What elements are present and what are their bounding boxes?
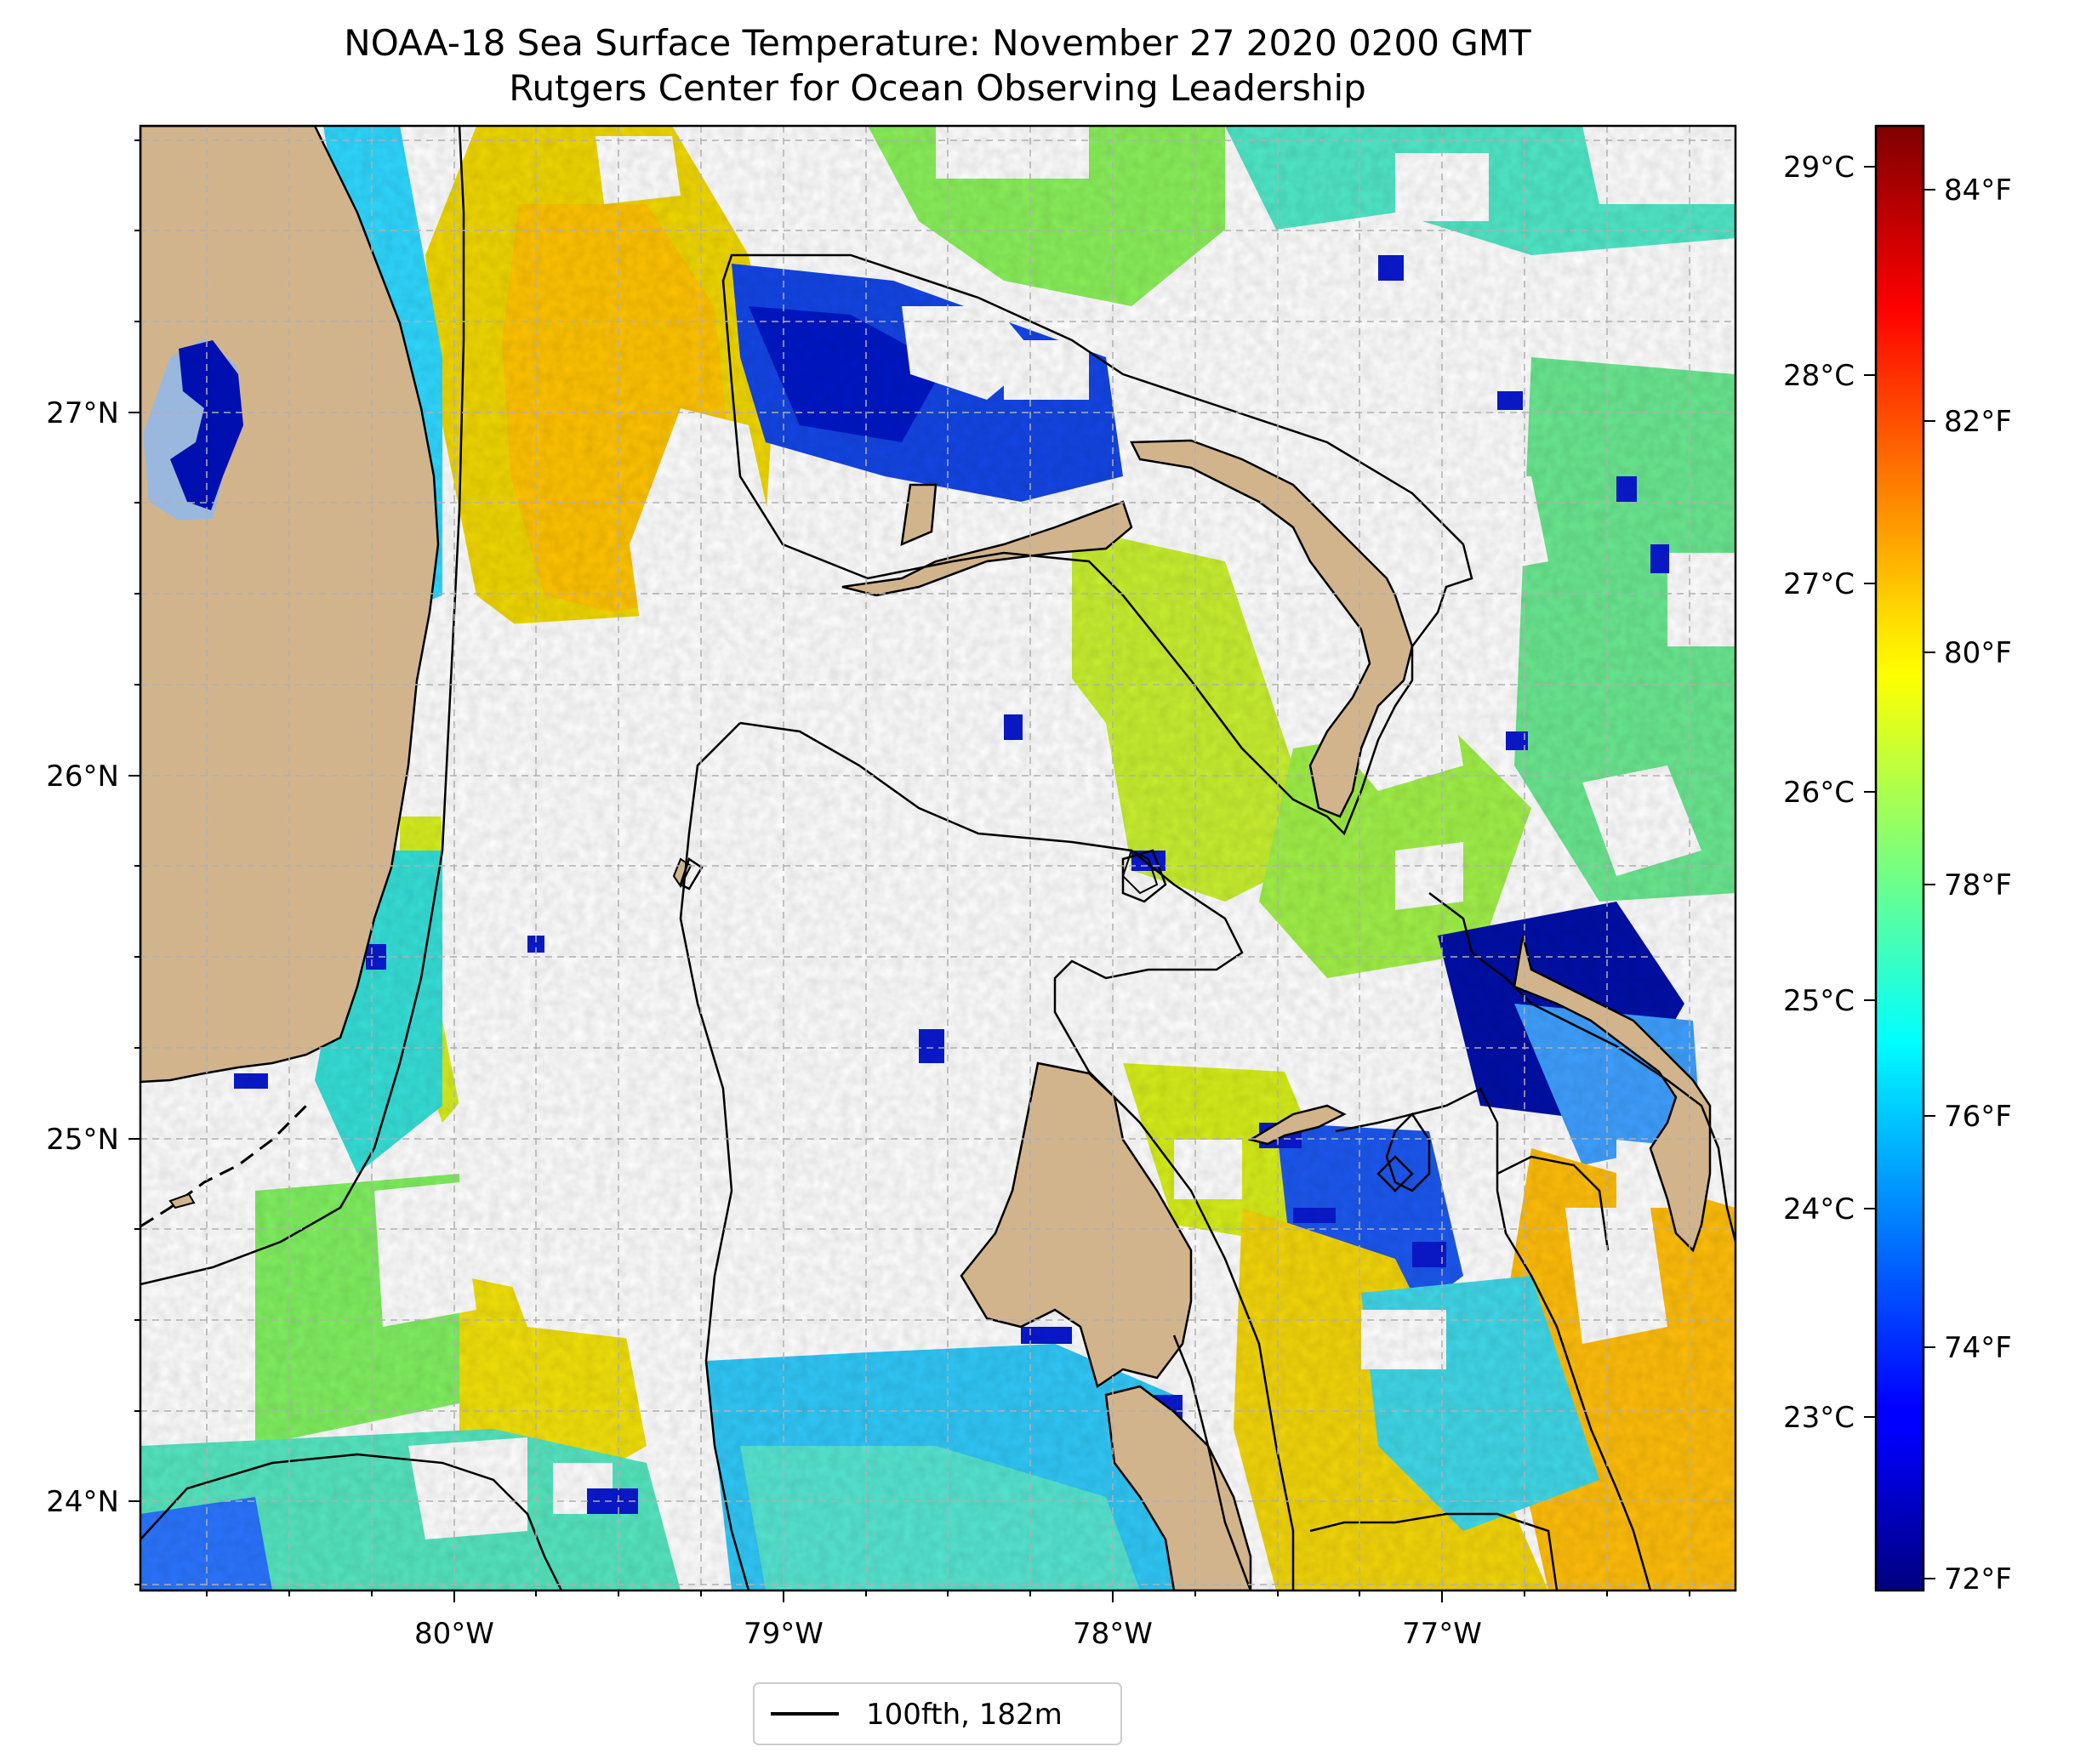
lon-tick-label: 78°W — [1073, 1617, 1153, 1651]
lat-tick-label: 26°N — [46, 760, 119, 794]
lon-tick-label: 79°W — [744, 1617, 824, 1651]
land-eleuthera-east — [1513, 935, 1712, 1253]
fahrenheit-tick-label: 84°F — [1944, 174, 2012, 208]
lat-tick-label: 24°N — [46, 1485, 119, 1519]
fahrenheit-tick-label: 80°F — [1944, 636, 2012, 670]
legend: 100fth, 182m — [753, 1682, 1122, 1745]
land-berry-islands — [1121, 849, 1159, 895]
lon-tick-labels: 80°W 79°W 78°W 77°W — [414, 1617, 1482, 1651]
celsius-tick-label: 26°C — [1783, 776, 1855, 810]
lat-tick-labels: 27°N 26°N 25°N 24°N — [46, 396, 119, 1519]
celsius-tick-label: 27°C — [1783, 567, 1855, 601]
celsius-tick-labels: 29°C 28°C 27°C 26°C 25°C 24°C 23°C — [1783, 151, 1855, 1435]
florida-keys — [140, 1104, 308, 1228]
legend-box — [753, 1682, 1122, 1745]
map-subtitle: Rutgers Center for Ocean Observing Leade… — [509, 67, 1366, 109]
celsius-ticks — [1864, 166, 1876, 1418]
lon-ticks — [206, 1590, 1690, 1602]
fahrenheit-tick-labels: 84°F 82°F 80°F 78°F 76°F 74°F 72°F — [1944, 174, 2012, 1596]
land-andros-south — [1104, 1385, 1252, 1590]
isobath-100fth — [140, 126, 1735, 1590]
land-andros — [960, 1061, 1193, 1388]
lon-tick-label: 77°W — [1402, 1617, 1482, 1651]
map-area — [140, 126, 1735, 1590]
keys-island — [168, 1192, 196, 1209]
fahrenheit-ticks — [1924, 189, 1935, 1579]
fahrenheit-tick-label: 78°F — [1944, 868, 2012, 902]
lat-tick-label: 25°N — [46, 1123, 119, 1157]
gridlines — [140, 126, 1735, 1590]
fahrenheit-tick-label: 72°F — [1944, 1562, 2012, 1596]
colorbar — [1874, 124, 1925, 1592]
lat-ticks — [128, 139, 140, 1585]
sst-field — [140, 126, 1735, 1590]
map-title: NOAA-18 Sea Surface Temperature: Novembe… — [344, 22, 1531, 64]
celsius-tick-label: 23°C — [1783, 1401, 1855, 1435]
lon-tick-label: 80°W — [414, 1617, 494, 1651]
celsius-tick-label: 29°C — [1783, 151, 1855, 185]
land-eleuthera — [1247, 1104, 1347, 1146]
land-abaco — [1130, 439, 1414, 818]
land-grand-bahama — [841, 483, 1133, 597]
map-frame — [139, 124, 1737, 1592]
celsius-tick-label: 25°C — [1783, 984, 1855, 1018]
lat-tick-label: 27°N — [46, 396, 119, 430]
celsius-tick-label: 24°C — [1783, 1192, 1855, 1226]
fahrenheit-tick-label: 82°F — [1944, 405, 2012, 439]
celsius-tick-label: 28°C — [1783, 359, 1855, 393]
fahrenheit-tick-label: 76°F — [1944, 1100, 2012, 1134]
legend-label: 100fth, 182m — [866, 1698, 1063, 1732]
fahrenheit-tick-label: 74°F — [1944, 1331, 2012, 1365]
